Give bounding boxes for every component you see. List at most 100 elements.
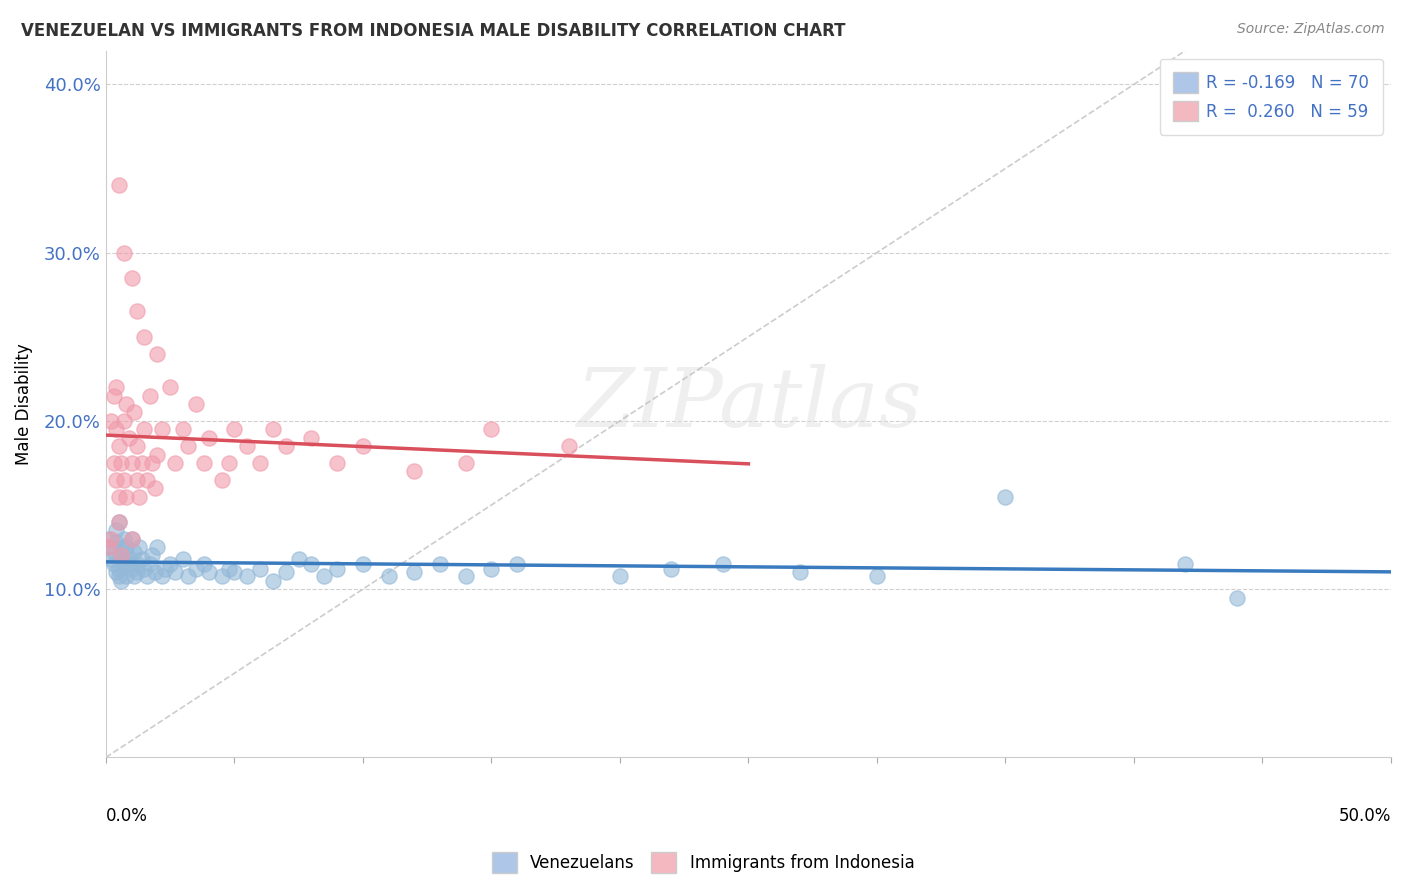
Point bbox=[100, 414, 122, 428]
Point bbox=[122, 545, 145, 559]
Point bbox=[153, 562, 176, 576]
Point bbox=[136, 473, 159, 487]
Point bbox=[134, 422, 156, 436]
Point bbox=[177, 439, 200, 453]
Point bbox=[609, 568, 631, 582]
Point bbox=[100, 540, 122, 554]
Point bbox=[115, 540, 138, 554]
Point bbox=[789, 566, 811, 580]
Point bbox=[429, 557, 451, 571]
Point bbox=[377, 568, 399, 582]
Point bbox=[107, 568, 129, 582]
Point bbox=[115, 490, 138, 504]
Point bbox=[218, 562, 240, 576]
Point bbox=[136, 568, 159, 582]
Point bbox=[131, 456, 153, 470]
Point bbox=[134, 562, 156, 576]
Point bbox=[143, 566, 166, 580]
Point bbox=[236, 439, 259, 453]
Point bbox=[112, 532, 135, 546]
Point bbox=[352, 557, 374, 571]
Point bbox=[454, 456, 477, 470]
Point bbox=[994, 490, 1017, 504]
Point bbox=[262, 574, 284, 588]
Legend: R = -0.169   N = 70, R =  0.260   N = 59: R = -0.169 N = 70, R = 0.260 N = 59 bbox=[1160, 59, 1382, 135]
Point bbox=[326, 456, 349, 470]
Point bbox=[115, 568, 138, 582]
Point bbox=[103, 545, 125, 559]
Point bbox=[97, 540, 120, 554]
Point bbox=[274, 566, 297, 580]
Text: ZIPatlas: ZIPatlas bbox=[575, 364, 921, 444]
Point bbox=[110, 540, 132, 554]
Point bbox=[110, 549, 132, 563]
Point bbox=[165, 566, 187, 580]
Point bbox=[112, 557, 135, 571]
Point bbox=[152, 568, 174, 582]
Point bbox=[454, 568, 477, 582]
Text: Source: ZipAtlas.com: Source: ZipAtlas.com bbox=[1237, 22, 1385, 37]
Point bbox=[262, 422, 284, 436]
Text: VENEZUELAN VS IMMIGRANTS FROM INDONESIA MALE DISABILITY CORRELATION CHART: VENEZUELAN VS IMMIGRANTS FROM INDONESIA … bbox=[21, 22, 845, 40]
Point bbox=[159, 557, 181, 571]
Point bbox=[197, 566, 219, 580]
Point bbox=[711, 557, 734, 571]
Point bbox=[146, 346, 169, 360]
Point bbox=[301, 557, 323, 571]
Point bbox=[352, 439, 374, 453]
Point bbox=[110, 574, 132, 588]
Point bbox=[404, 566, 426, 580]
Point bbox=[165, 456, 187, 470]
Point bbox=[105, 535, 128, 549]
Point bbox=[274, 439, 297, 453]
Point bbox=[105, 473, 128, 487]
Point bbox=[218, 456, 240, 470]
Point bbox=[184, 397, 207, 411]
Point bbox=[112, 473, 135, 487]
Point bbox=[107, 439, 129, 453]
Point bbox=[110, 552, 132, 566]
Point bbox=[249, 456, 271, 470]
Point bbox=[115, 397, 138, 411]
Point bbox=[122, 568, 145, 582]
Point bbox=[105, 566, 128, 580]
Point bbox=[146, 540, 169, 554]
Point bbox=[659, 562, 682, 576]
Legend: Venezuelans, Immigrants from Indonesia: Venezuelans, Immigrants from Indonesia bbox=[485, 846, 921, 880]
Point bbox=[107, 490, 129, 504]
Point bbox=[121, 562, 143, 576]
Point bbox=[224, 422, 246, 436]
Point bbox=[152, 422, 174, 436]
Point bbox=[141, 549, 163, 563]
Point bbox=[301, 431, 323, 445]
Point bbox=[314, 568, 336, 582]
Point bbox=[224, 566, 246, 580]
Point bbox=[125, 557, 148, 571]
Point bbox=[197, 431, 219, 445]
Point bbox=[131, 552, 153, 566]
Point bbox=[184, 562, 207, 576]
Point bbox=[141, 456, 163, 470]
Point bbox=[134, 330, 156, 344]
Point bbox=[287, 552, 309, 566]
Point bbox=[112, 245, 135, 260]
Point bbox=[143, 481, 166, 495]
Point bbox=[115, 549, 138, 563]
Point bbox=[107, 515, 129, 529]
Point bbox=[118, 552, 141, 566]
Text: 50.0%: 50.0% bbox=[1339, 807, 1391, 825]
Point bbox=[866, 568, 889, 582]
Point bbox=[177, 568, 200, 582]
Point bbox=[211, 473, 233, 487]
Text: 0.0%: 0.0% bbox=[105, 807, 148, 825]
Point bbox=[172, 422, 194, 436]
Point bbox=[97, 532, 120, 546]
Point bbox=[125, 304, 148, 318]
Point bbox=[404, 464, 426, 478]
Point bbox=[236, 568, 259, 582]
Point bbox=[121, 270, 143, 285]
Point bbox=[121, 532, 143, 546]
Point bbox=[557, 439, 579, 453]
Point bbox=[128, 540, 150, 554]
Point bbox=[211, 568, 233, 582]
